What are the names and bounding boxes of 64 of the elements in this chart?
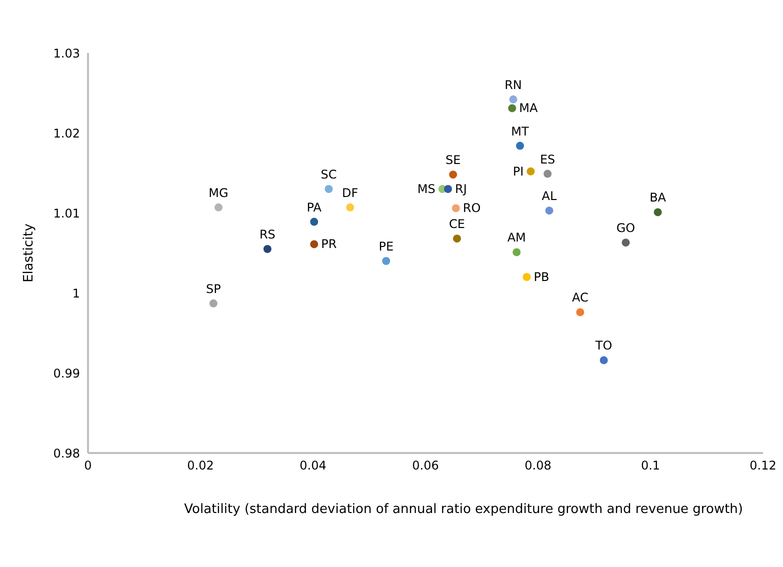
series-label: ES	[540, 152, 556, 166]
point	[346, 203, 354, 212]
x-tick-label: 0	[84, 458, 92, 473]
point	[209, 299, 218, 308]
point	[263, 245, 272, 253]
series-label: RS	[259, 227, 276, 242]
y-tick-label: 1	[72, 286, 80, 300]
point	[324, 185, 333, 193]
y-tick-label: 1.02	[53, 126, 80, 140]
point	[545, 206, 554, 215]
point	[544, 170, 552, 178]
point	[622, 238, 630, 247]
series-label: AC	[572, 290, 588, 305]
series-label: PB	[534, 270, 550, 284]
series-label: AL	[542, 189, 558, 204]
y-tick-label: 0.98	[53, 446, 80, 460]
point	[508, 104, 516, 112]
series-label: AM	[507, 230, 526, 245]
point	[526, 167, 535, 176]
point	[310, 240, 318, 248]
series-label: PI	[512, 164, 524, 178]
point	[522, 273, 531, 281]
point	[449, 170, 458, 179]
series-label: RO	[462, 201, 481, 216]
x-tick-label: 0.08	[524, 458, 552, 473]
series-label: MS	[417, 182, 436, 196]
point	[452, 204, 460, 212]
series-label: PE	[378, 239, 394, 254]
x-tick-label: 0.1	[640, 458, 660, 473]
x-tick-label: 0.12	[750, 458, 776, 473]
y-tick-label: 1.03	[53, 46, 80, 60]
series-label: MA	[519, 101, 538, 116]
point	[310, 218, 318, 226]
series-label: SP	[206, 282, 221, 296]
x-tick-label: 0.02	[187, 458, 214, 473]
series-label: RJ	[455, 182, 467, 196]
point	[444, 185, 452, 193]
point	[453, 234, 461, 243]
x-tick-label: 0.04	[300, 458, 326, 473]
point	[576, 308, 584, 316]
series-label: MG	[208, 186, 228, 200]
series-label: RN	[504, 78, 522, 92]
series-label: MT	[511, 124, 530, 138]
point	[516, 142, 524, 150]
x-tick-label: 0.06	[412, 458, 439, 473]
point	[654, 208, 662, 216]
series-label: CE	[449, 217, 465, 232]
y-tick-label: 1.01	[53, 206, 80, 220]
point	[512, 248, 521, 256]
point	[509, 95, 518, 104]
y-axis-title: Elasticity	[22, 223, 37, 282]
series-label: PR	[321, 237, 337, 252]
y-tick-label: 0.99	[53, 366, 80, 380]
x-axis-title: Volatility (standard deviation of annual ratio expenditure growth and revenue growth)	[184, 502, 743, 517]
point	[214, 203, 222, 212]
point	[382, 257, 390, 265]
series-label: DF	[342, 186, 358, 200]
series-label: SC	[320, 167, 337, 182]
series-label: SE	[445, 153, 461, 168]
point	[600, 356, 608, 364]
series-label: BA	[650, 190, 667, 205]
series-label: PA	[306, 200, 322, 214]
series-label: GO	[616, 221, 636, 236]
series-label: TO	[594, 338, 612, 353]
